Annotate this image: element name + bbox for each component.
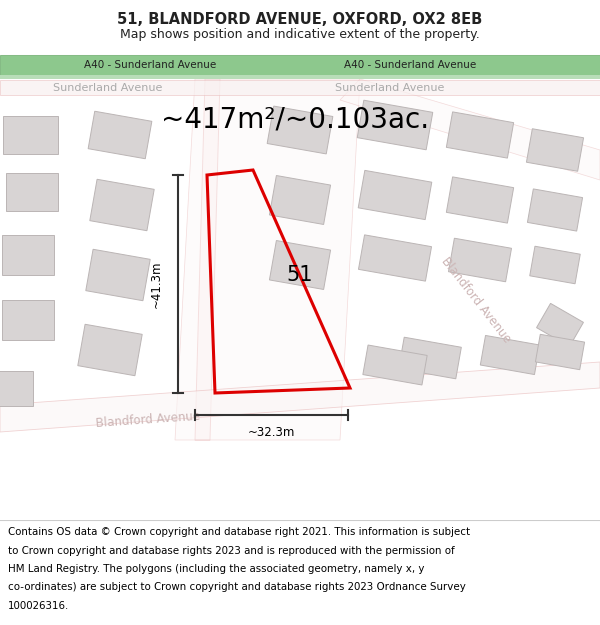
Polygon shape	[195, 79, 220, 440]
Polygon shape	[6, 173, 58, 211]
Polygon shape	[398, 338, 461, 379]
Text: ~32.3m: ~32.3m	[248, 426, 295, 439]
Polygon shape	[78, 324, 142, 376]
Polygon shape	[448, 238, 512, 282]
Polygon shape	[358, 235, 431, 281]
Polygon shape	[88, 111, 152, 159]
Polygon shape	[446, 177, 514, 223]
Polygon shape	[527, 189, 583, 231]
Polygon shape	[2, 235, 54, 275]
Text: co-ordinates) are subject to Crown copyright and database rights 2023 Ordnance S: co-ordinates) are subject to Crown copyr…	[8, 582, 466, 592]
Polygon shape	[357, 100, 433, 150]
Polygon shape	[0, 362, 600, 432]
Text: 51, BLANDFORD AVENUE, OXFORD, OX2 8EB: 51, BLANDFORD AVENUE, OXFORD, OX2 8EB	[118, 12, 482, 27]
Polygon shape	[0, 75, 600, 79]
Text: HM Land Registry. The polygons (including the associated geometry, namely x, y: HM Land Registry. The polygons (includin…	[8, 564, 424, 574]
Text: Blandford Avenue: Blandford Avenue	[439, 255, 514, 345]
Text: A40 - Sunderland Avenue: A40 - Sunderland Avenue	[84, 60, 216, 70]
Text: ~41.3m: ~41.3m	[149, 260, 163, 308]
Polygon shape	[358, 171, 432, 219]
Polygon shape	[0, 371, 32, 406]
Polygon shape	[267, 106, 333, 154]
Polygon shape	[86, 249, 150, 301]
Text: Blandford Avenue: Blandford Avenue	[95, 410, 201, 430]
Polygon shape	[446, 112, 514, 158]
Text: A40 - Sunderland Avenue: A40 - Sunderland Avenue	[344, 60, 476, 70]
Text: Sunderland Avenue: Sunderland Avenue	[53, 83, 163, 93]
Polygon shape	[0, 55, 600, 75]
Text: to Crown copyright and database rights 2023 and is reproduced with the permissio: to Crown copyright and database rights 2…	[8, 546, 454, 556]
Polygon shape	[269, 241, 331, 289]
Polygon shape	[0, 80, 600, 95]
Polygon shape	[175, 79, 360, 440]
Text: Contains OS data © Crown copyright and database right 2021. This information is : Contains OS data © Crown copyright and d…	[8, 528, 470, 538]
Polygon shape	[269, 176, 331, 224]
Polygon shape	[90, 179, 154, 231]
Polygon shape	[536, 303, 583, 347]
Polygon shape	[340, 79, 600, 180]
Text: ~417m²/~0.103ac.: ~417m²/~0.103ac.	[161, 106, 429, 134]
Polygon shape	[526, 129, 584, 171]
Polygon shape	[2, 300, 54, 340]
Text: 100026316.: 100026316.	[8, 601, 69, 611]
Polygon shape	[535, 334, 584, 370]
Polygon shape	[2, 116, 58, 154]
Text: Sunderland Avenue: Sunderland Avenue	[335, 83, 445, 93]
Polygon shape	[530, 246, 580, 284]
Text: 51: 51	[287, 265, 313, 285]
Polygon shape	[481, 336, 539, 374]
Text: Map shows position and indicative extent of the property.: Map shows position and indicative extent…	[120, 28, 480, 41]
Polygon shape	[363, 345, 427, 385]
